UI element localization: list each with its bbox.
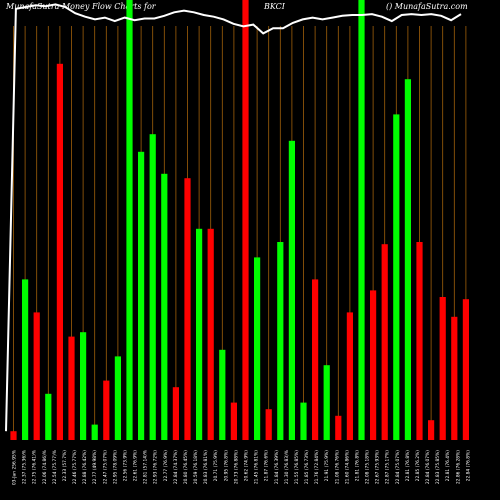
x-tick-label: 22.56 (73.9%) bbox=[122, 450, 128, 482]
x-tick-label: 22.33 (57.7%) bbox=[62, 450, 68, 482]
x-tick-label: 22.75 (76.41)% bbox=[32, 450, 38, 484]
bar bbox=[462, 299, 469, 440]
bar bbox=[80, 332, 87, 440]
x-tick-label: 22.81 (57.14)% bbox=[143, 450, 149, 484]
bar bbox=[33, 312, 40, 440]
bar bbox=[184, 178, 191, 440]
bar bbox=[149, 134, 156, 440]
x-tick-label: 22.81 (76.8%) bbox=[405, 450, 411, 482]
chart-title-symbol: BKCI bbox=[264, 2, 285, 11]
bar bbox=[45, 393, 52, 440]
bar bbox=[172, 387, 179, 440]
chart-title-left: MunafaSutra Money Flow Charts for bbox=[6, 2, 156, 11]
x-tick-label: 22.95 (78.09%) bbox=[112, 450, 118, 484]
x-tick-label: 22.37 (75.36)% bbox=[22, 450, 28, 484]
bar bbox=[404, 79, 411, 440]
bar bbox=[451, 316, 458, 440]
bar bbox=[103, 380, 110, 440]
bar bbox=[323, 365, 330, 440]
price-line-path bbox=[5, 3, 462, 432]
x-tick-label: 22.47 (75.07%) bbox=[102, 450, 108, 484]
bar bbox=[346, 312, 353, 440]
x-tick-label: 22.84 (76.07%) bbox=[425, 450, 431, 484]
x-tick-label: 22.67 (75.93%) bbox=[375, 450, 381, 484]
x-tick-label: 22.85 (76.2%) bbox=[415, 450, 421, 482]
x-tick-label: 22.77 (49.98%) bbox=[92, 450, 98, 484]
bar bbox=[288, 140, 295, 441]
chart-title-source: () MunafaSutra.com bbox=[386, 2, 468, 11]
x-tick-label: 22.08 (75.18%) bbox=[365, 450, 371, 484]
x-tick-label: 21.91 (75.9%) bbox=[324, 450, 330, 482]
bar bbox=[277, 242, 284, 440]
x-tick-label: 22.83 (75.85%) bbox=[435, 450, 441, 484]
money-flow-bars bbox=[10, 0, 469, 441]
highlight-bars bbox=[126, 0, 365, 440]
x-tick-label: 22.54 (75.77)% bbox=[52, 450, 58, 484]
x-tick-label: 21.08 (76.76%) bbox=[334, 450, 340, 484]
x-tick-label: 21.30 (76.83)% bbox=[284, 450, 290, 484]
x-tick-label: 21.85 (76.73%) bbox=[304, 450, 310, 484]
highlight-column bbox=[358, 0, 365, 440]
x-tick-label: 22.46 (75.77%) bbox=[72, 450, 78, 484]
x-tick-label: 20.95 (76.8%) bbox=[223, 450, 229, 482]
price-line bbox=[5, 3, 462, 432]
x-tick-label: 21.87 (76.6%) bbox=[264, 450, 270, 482]
bar bbox=[138, 151, 145, 441]
bar bbox=[335, 415, 342, 440]
bar bbox=[68, 336, 75, 440]
x-tick-label: 22.88 (76.42%) bbox=[82, 450, 88, 484]
bar bbox=[254, 257, 261, 440]
highlight-column bbox=[126, 0, 133, 440]
x-tick-label: 20.83 (76.81%) bbox=[203, 450, 209, 484]
x-tick-label: 22.84 (76.8%) bbox=[465, 450, 471, 482]
x-tick-label: 22.84 (74.37%) bbox=[173, 450, 179, 484]
bar bbox=[56, 63, 63, 441]
bar bbox=[439, 297, 446, 440]
bar bbox=[114, 356, 121, 440]
x-tick-label: 22.06 (74.86)% bbox=[42, 450, 48, 484]
x-tick-label: 21.81 (76.8%) bbox=[354, 450, 360, 482]
x-tick-label: 22.81 (76.4%) bbox=[445, 450, 451, 482]
x-tick-label: 21.84 (76.39%) bbox=[274, 450, 280, 484]
bar bbox=[230, 402, 237, 440]
x-tick-label: 21.60 (74.86%) bbox=[344, 450, 350, 484]
x-tick-label: 20.73 (76.88%) bbox=[233, 450, 239, 484]
bar bbox=[370, 290, 377, 440]
x-tick-label: 21.55 (76.85%) bbox=[294, 450, 300, 484]
x-tick-label: 03-Jan 256.95% bbox=[12, 450, 18, 485]
bar bbox=[300, 402, 307, 440]
x-tick-label: 21.45 (76.81%) bbox=[254, 450, 260, 484]
bar bbox=[428, 420, 435, 440]
x-tick-label: 22.86 (76.28%) bbox=[455, 450, 461, 484]
x-tick-label: 22.84 (75.07%) bbox=[395, 450, 401, 484]
x-tick-label: 20.62 (74.9%) bbox=[244, 450, 250, 482]
bar bbox=[207, 228, 214, 440]
bar bbox=[219, 349, 226, 440]
bar bbox=[161, 173, 168, 441]
bar bbox=[393, 114, 400, 441]
x-tick-label: 20.59 (76.18%) bbox=[193, 450, 199, 484]
x-axis-tick-labels: 03-Jan 256.95% 22.37 (75.36)% 22.75 (76.41… bbox=[12, 450, 472, 485]
x-tick-label: 20.71 (75.9%) bbox=[213, 450, 219, 482]
bar bbox=[312, 279, 319, 440]
x-tick-label: 21.76 (72.84%) bbox=[314, 450, 320, 484]
x-tick-label: 22.93 (76.72%) bbox=[153, 450, 159, 484]
x-tick-label: 20.80 (76.45%) bbox=[183, 450, 189, 484]
bar bbox=[416, 242, 423, 440]
x-tick-label: 22.87 (75.17%) bbox=[385, 450, 391, 484]
x-tick-label: 22.77 (76.9%) bbox=[163, 450, 169, 482]
bar bbox=[10, 431, 17, 440]
bar bbox=[91, 424, 98, 440]
bar bbox=[196, 228, 203, 440]
bar bbox=[242, 0, 249, 440]
bar bbox=[22, 279, 29, 440]
bar bbox=[381, 244, 388, 440]
bar bbox=[265, 409, 272, 440]
x-tick-label: 22.61 (76.9%) bbox=[133, 450, 139, 482]
